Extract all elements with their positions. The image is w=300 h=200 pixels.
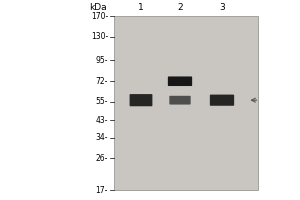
Text: 2: 2 bbox=[177, 3, 183, 12]
Text: 130-: 130- bbox=[91, 32, 108, 41]
Text: 170-: 170- bbox=[91, 12, 108, 21]
Text: 34-: 34- bbox=[95, 133, 108, 142]
Text: 1: 1 bbox=[138, 3, 144, 12]
FancyBboxPatch shape bbox=[130, 94, 152, 106]
Text: 26-: 26- bbox=[96, 154, 108, 163]
FancyBboxPatch shape bbox=[210, 95, 234, 106]
Text: 17-: 17- bbox=[96, 186, 108, 195]
Text: 95-: 95- bbox=[95, 56, 108, 65]
Text: 55-: 55- bbox=[95, 97, 108, 106]
Bar bbox=[114, 16, 258, 190]
Text: kDa: kDa bbox=[89, 3, 106, 12]
FancyBboxPatch shape bbox=[169, 96, 191, 105]
Text: 72-: 72- bbox=[96, 77, 108, 86]
FancyBboxPatch shape bbox=[168, 76, 192, 86]
Text: 3: 3 bbox=[219, 3, 225, 12]
Text: 43-: 43- bbox=[95, 116, 108, 125]
